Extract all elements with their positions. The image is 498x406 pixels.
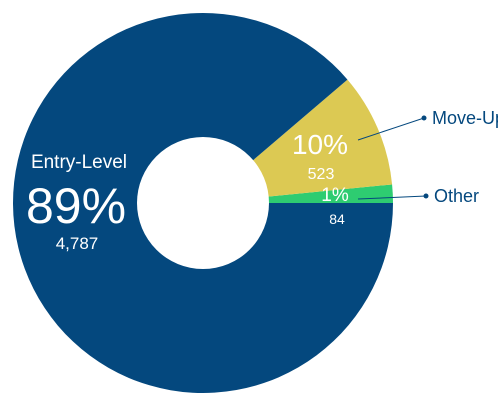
move-up-legend-label: Move-Up (432, 108, 498, 128)
move-up-leader-dot (421, 115, 427, 121)
other-leader-line (357, 195, 427, 200)
other-percent-label: 1% (321, 185, 349, 206)
other-count-label: 84 (329, 211, 345, 227)
donut-hole (137, 137, 269, 269)
entry-level-name-label: Entry-Level (31, 152, 127, 173)
move-up-percent-label: 10% (292, 129, 348, 160)
entry-level-count-label: 4,787 (56, 234, 99, 253)
other-legend-label: Other (434, 186, 479, 206)
other-leader-dot (423, 193, 429, 199)
move-up-count-label: 523 (308, 166, 335, 183)
move-up-leader-line (357, 117, 425, 141)
entry-level-percent-label: 89% (26, 178, 126, 234)
